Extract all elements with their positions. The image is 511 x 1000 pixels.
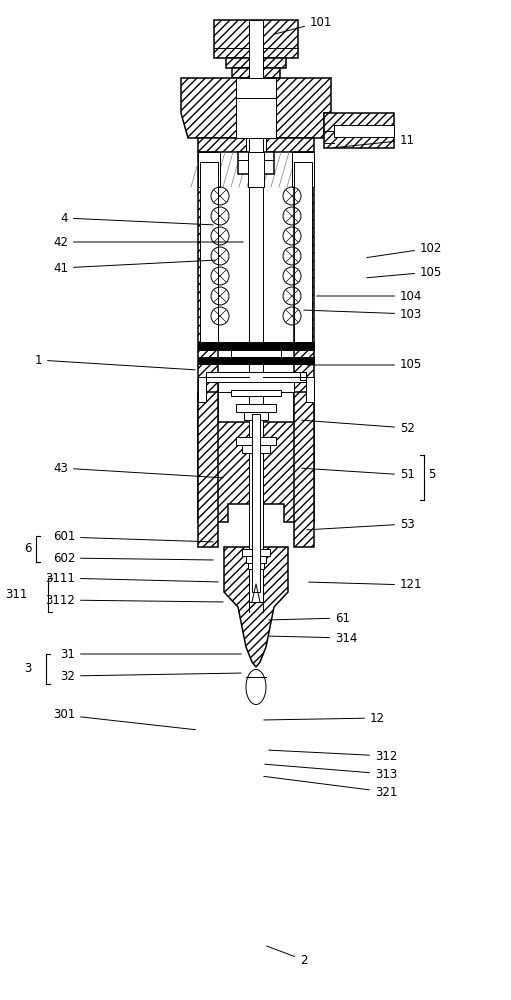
Text: 41: 41	[53, 260, 215, 274]
Polygon shape	[214, 20, 298, 58]
Text: 301: 301	[53, 708, 195, 730]
Bar	[198, 342, 314, 350]
Text: 53: 53	[307, 518, 415, 530]
Text: 11: 11	[334, 133, 415, 148]
Bar	[238, 152, 274, 174]
Text: 1: 1	[35, 354, 195, 370]
Text: 311: 311	[6, 587, 28, 600]
Bar	[300, 372, 306, 380]
Bar	[242, 445, 270, 453]
Text: 314: 314	[269, 632, 357, 645]
Text: 51: 51	[302, 468, 415, 482]
Bar	[236, 437, 276, 445]
Text: 601: 601	[53, 530, 213, 544]
Bar	[334, 125, 394, 137]
Bar	[248, 563, 264, 569]
Text: 32: 32	[60, 670, 241, 682]
Bar	[236, 404, 276, 412]
Text: 312: 312	[269, 750, 398, 762]
Bar	[231, 350, 281, 357]
Bar	[218, 382, 294, 392]
Polygon shape	[224, 547, 288, 667]
Text: 321: 321	[264, 776, 398, 798]
Text: 43: 43	[53, 462, 223, 478]
Bar	[292, 152, 314, 187]
Text: 31: 31	[60, 648, 241, 660]
Polygon shape	[198, 422, 314, 522]
Polygon shape	[232, 68, 280, 78]
Bar	[200, 162, 218, 342]
Text: 105: 105	[367, 265, 442, 278]
Text: 313: 313	[265, 764, 397, 780]
Text: 52: 52	[302, 420, 415, 434]
Text: 4: 4	[60, 212, 213, 225]
Text: 101: 101	[274, 15, 332, 34]
Text: 602: 602	[53, 552, 213, 564]
Text: 2: 2	[267, 946, 308, 966]
Text: 61: 61	[269, 611, 350, 624]
Polygon shape	[324, 113, 394, 148]
Bar	[231, 390, 281, 396]
Text: 42: 42	[53, 235, 243, 248]
Text: 5: 5	[428, 468, 435, 482]
Bar	[236, 78, 276, 138]
Bar	[306, 377, 314, 402]
Polygon shape	[226, 58, 286, 68]
Text: 3112: 3112	[45, 593, 223, 606]
Bar	[249, 20, 263, 80]
Text: 3111: 3111	[45, 572, 218, 584]
Text: 6: 6	[25, 542, 32, 554]
Text: 104: 104	[317, 290, 423, 302]
Text: 12: 12	[264, 712, 385, 724]
Polygon shape	[198, 138, 314, 152]
Bar	[198, 152, 220, 187]
Bar	[198, 357, 314, 364]
Polygon shape	[181, 78, 331, 138]
Text: 105: 105	[307, 359, 422, 371]
Polygon shape	[294, 152, 314, 482]
Polygon shape	[198, 152, 218, 482]
Bar	[246, 138, 266, 152]
Bar	[206, 372, 306, 382]
Text: 3: 3	[25, 662, 32, 674]
Text: 103: 103	[304, 308, 422, 320]
Polygon shape	[198, 392, 218, 547]
Polygon shape	[294, 392, 314, 547]
Text: 102: 102	[367, 241, 443, 258]
Bar	[249, 138, 263, 602]
Bar	[242, 549, 270, 556]
Text: 121: 121	[309, 578, 423, 591]
Bar	[244, 412, 268, 420]
Bar	[252, 414, 260, 592]
Bar	[248, 152, 264, 187]
Bar	[246, 556, 266, 563]
Bar	[294, 162, 312, 342]
Bar	[198, 377, 206, 402]
